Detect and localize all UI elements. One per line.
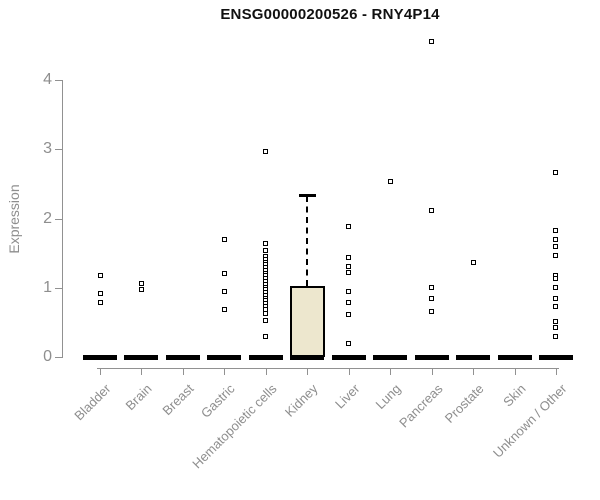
x-axis-tick xyxy=(514,368,516,375)
median-bar xyxy=(538,354,573,360)
x-axis-line xyxy=(97,368,559,369)
outlier-point xyxy=(346,255,352,261)
outlier-point xyxy=(553,244,559,250)
outlier-point xyxy=(97,272,103,278)
median-bar xyxy=(331,354,366,360)
outlier-point xyxy=(346,224,352,230)
outlier-point xyxy=(346,264,352,270)
box xyxy=(289,285,325,357)
outlier-point xyxy=(138,281,144,287)
outlier-point xyxy=(263,240,269,246)
outlier-point xyxy=(553,228,559,234)
median-bar xyxy=(248,354,283,360)
outlier-point xyxy=(346,311,352,317)
median-bar xyxy=(414,354,449,360)
x-axis-tick xyxy=(348,368,350,375)
outlier-point xyxy=(429,285,435,291)
outlier-point xyxy=(263,247,269,253)
x-axis-tick xyxy=(265,368,267,375)
x-axis-tick xyxy=(431,368,433,375)
outlier-point xyxy=(429,295,435,301)
outlier-point xyxy=(97,291,103,297)
median-bar xyxy=(373,354,408,360)
y-axis-tick xyxy=(55,287,63,289)
whisker-cap xyxy=(299,194,317,198)
y-tick-label: 0 xyxy=(43,348,52,365)
median-bar xyxy=(456,354,491,360)
outlier-point xyxy=(553,169,559,175)
outlier-point xyxy=(346,288,352,294)
x-axis-tick xyxy=(182,368,184,375)
median-bar xyxy=(165,354,200,360)
whisker-upper xyxy=(306,196,309,286)
outlier-point xyxy=(138,287,144,293)
outlier-point xyxy=(263,317,269,323)
outlier-point xyxy=(553,303,559,309)
y-axis-tick xyxy=(55,149,63,151)
outlier-point xyxy=(263,148,269,154)
x-axis-tick xyxy=(555,368,557,375)
y-axis-tick xyxy=(55,357,63,358)
outlier-point xyxy=(553,253,559,259)
outlier-point xyxy=(553,325,559,331)
median-bar xyxy=(207,354,242,360)
y-axis-label: Expression xyxy=(6,184,22,254)
median-bar xyxy=(83,354,117,360)
y-axis-tick xyxy=(55,218,63,220)
x-axis-tick xyxy=(141,368,143,375)
outlier-point xyxy=(346,300,352,306)
outlier-point xyxy=(387,179,393,185)
outlier-point xyxy=(553,334,559,340)
median-bar xyxy=(290,354,325,360)
y-axis-tick xyxy=(55,80,63,81)
outlier-point xyxy=(263,310,269,316)
outlier-point xyxy=(97,299,103,305)
outlier-point xyxy=(221,306,227,312)
x-axis-tick xyxy=(224,368,226,375)
x-axis-tick xyxy=(390,368,392,375)
median-bar xyxy=(497,354,532,360)
outlier-point xyxy=(221,270,227,276)
outlier-point xyxy=(221,288,227,294)
y-tick-label: 1 xyxy=(43,278,52,296)
chart-title: ENSG00000200526 - RNY4P14 xyxy=(220,6,440,23)
outlier-point xyxy=(470,260,476,266)
y-tick-label: 3 xyxy=(43,140,52,158)
outlier-point xyxy=(553,237,559,243)
outlier-point xyxy=(346,270,352,275)
outlier-point xyxy=(429,308,435,314)
y-tick-label: 4 xyxy=(43,71,52,88)
x-axis-tick xyxy=(100,368,101,375)
outlier-point xyxy=(263,334,269,340)
outlier-point xyxy=(553,284,559,290)
outlier-point xyxy=(553,319,559,325)
outlier-point xyxy=(346,340,352,346)
y-tick-label: 2 xyxy=(43,209,52,227)
x-axis-tick xyxy=(307,368,309,375)
outlier-point xyxy=(553,276,559,282)
outlier-point xyxy=(429,39,435,45)
x-axis-tick xyxy=(473,368,475,375)
outlier-point xyxy=(429,207,435,213)
median-bar xyxy=(124,354,159,360)
outlier-point xyxy=(553,296,559,302)
outlier-point xyxy=(221,237,227,243)
